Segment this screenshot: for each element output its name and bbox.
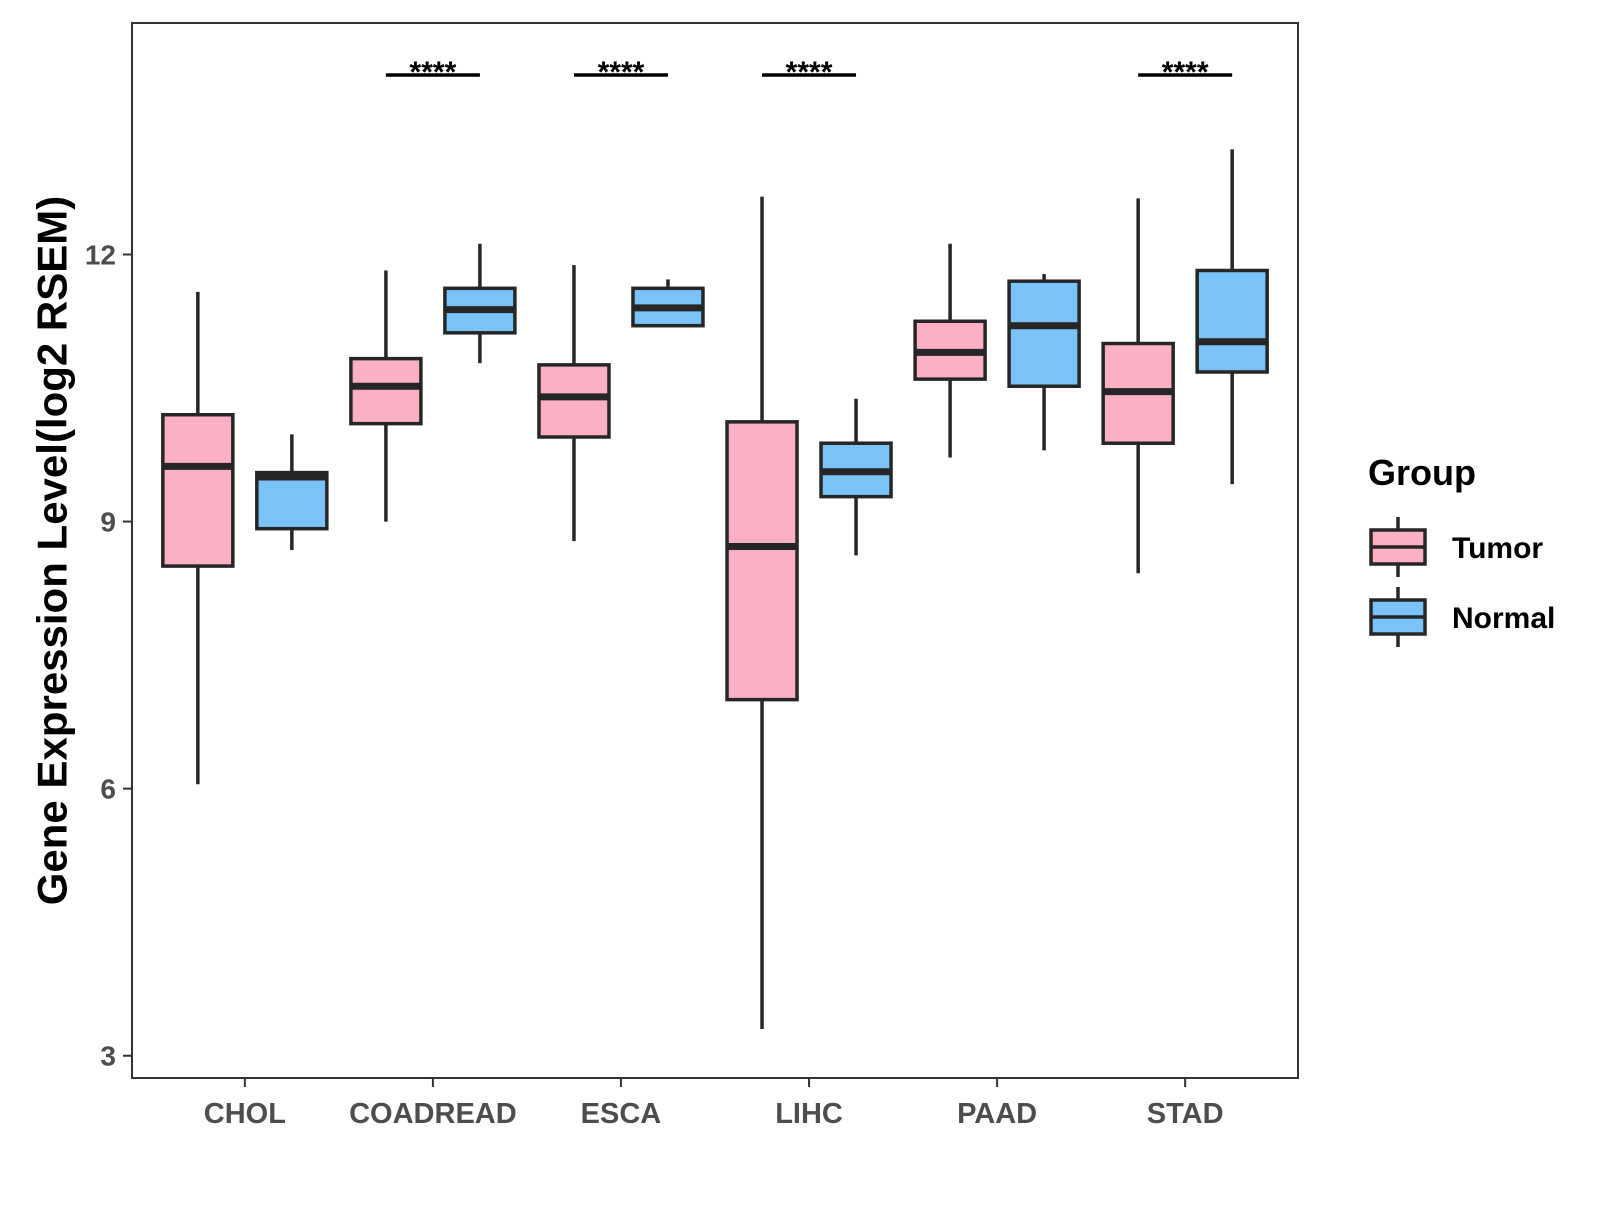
box-normal-paad-body bbox=[1007, 279, 1081, 388]
box-tumor-coadread-body bbox=[349, 356, 423, 426]
y-tick-label-9: 9 bbox=[100, 507, 116, 538]
legend-tumor-label: Tumor bbox=[1452, 532, 1543, 565]
legend-normal-label: Normal bbox=[1452, 602, 1555, 635]
box-tumor-esca-body bbox=[537, 363, 611, 439]
plot-panel-border bbox=[131, 22, 1299, 1079]
x-tick-label-coadread: COADREAD bbox=[349, 1098, 517, 1130]
box-tumor-lihc bbox=[725, 196, 799, 1030]
box-normal-lihc bbox=[819, 398, 893, 556]
box-tumor-paad bbox=[913, 243, 987, 458]
x-tick-label-chol: CHOL bbox=[204, 1098, 286, 1130]
box-normal-esca bbox=[631, 279, 705, 328]
legend: Group Tumor Normal bbox=[1368, 452, 1555, 647]
y-axis: 3 6 9 12 bbox=[85, 239, 132, 1072]
x-tick-label-lihc: LIHC bbox=[775, 1098, 843, 1130]
box-tumor-chol bbox=[161, 291, 235, 785]
box-layer bbox=[161, 149, 1269, 1030]
y-tick-label-6: 6 bbox=[100, 774, 116, 805]
box-tumor-coadread bbox=[349, 270, 423, 522]
x-tick-label-paad: PAAD bbox=[957, 1098, 1037, 1130]
legend-title: Group bbox=[1368, 452, 1476, 493]
x-axis: CHOL COADREAD ESCA LIHC PAAD STAD bbox=[204, 1078, 1224, 1130]
x-tick-label-esca: ESCA bbox=[581, 1098, 662, 1130]
box-normal-paad bbox=[1007, 274, 1081, 451]
y-tick-label-3: 3 bbox=[100, 1041, 116, 1072]
box-tumor-esca bbox=[537, 265, 611, 542]
significance-lihc-label: **** bbox=[786, 56, 833, 89]
y-tick-label-12: 12 bbox=[85, 239, 116, 270]
significance-stad-label: **** bbox=[1162, 56, 1209, 89]
box-tumor-stad bbox=[1101, 198, 1175, 574]
box-normal-stad bbox=[1195, 149, 1269, 485]
significance-layer: **** **** **** **** bbox=[385, 56, 1233, 89]
box-normal-chol-body bbox=[255, 470, 329, 531]
y-axis-title: Gene Expression Level(log2 RSEM) bbox=[29, 196, 76, 906]
significance-coadread-label: **** bbox=[410, 56, 457, 89]
box-normal-chol bbox=[255, 434, 329, 551]
box-tumor-lihc-body bbox=[725, 420, 799, 702]
box-normal-stad-body bbox=[1195, 268, 1269, 374]
box-normal-coadread bbox=[443, 243, 517, 364]
box-tumor-chol-body bbox=[161, 412, 235, 568]
significance-esca-label: **** bbox=[598, 56, 645, 89]
x-tick-label-stad: STAD bbox=[1147, 1098, 1224, 1130]
